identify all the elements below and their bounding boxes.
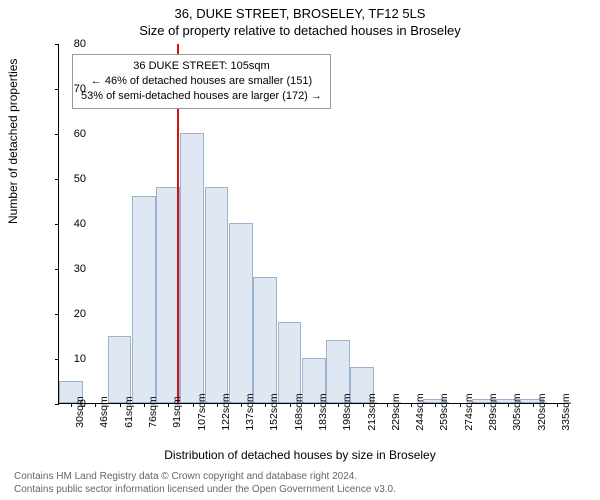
y-tick-mark	[55, 224, 59, 225]
histogram-bar	[180, 133, 204, 403]
y-tick-label: 80	[62, 38, 86, 50]
y-tick-mark	[55, 179, 59, 180]
x-tick-mark	[411, 403, 412, 407]
info-box-line-3: 53% of semi-detached houses are larger (…	[81, 89, 322, 104]
y-tick-label: 10	[62, 353, 86, 365]
footer-attribution: Contains HM Land Registry data © Crown c…	[14, 471, 396, 496]
chart-title-main: 36, DUKE STREET, BROSELEY, TF12 5LS	[0, 0, 600, 21]
x-tick-mark	[435, 403, 436, 407]
x-tick-label: 107sqm	[196, 393, 208, 430]
info-box-line-2: ← 46% of detached houses are smaller (15…	[81, 74, 322, 89]
x-tick-mark	[120, 403, 121, 407]
x-tick-mark	[95, 403, 96, 407]
y-tick-label: 50	[62, 173, 86, 185]
x-tick-label: 229sqm	[390, 393, 402, 430]
x-tick-mark	[484, 403, 485, 407]
y-tick-mark	[55, 134, 59, 135]
y-tick-label: 70	[62, 83, 86, 95]
footer-line-2: Contains public sector information licen…	[14, 484, 396, 497]
x-tick-label: 30sqm	[74, 396, 86, 428]
footer-line-1: Contains HM Land Registry data © Crown c…	[14, 471, 396, 484]
x-tick-label: 61sqm	[123, 396, 135, 428]
y-tick-mark	[55, 314, 59, 315]
y-tick-mark	[55, 269, 59, 270]
x-tick-label: 76sqm	[147, 396, 159, 428]
histogram-bar	[156, 187, 180, 403]
histogram-bar	[278, 322, 302, 403]
x-tick-label: 213sqm	[366, 393, 378, 430]
x-tick-mark	[217, 403, 218, 407]
y-tick-label: 30	[62, 263, 86, 275]
y-tick-label: 60	[62, 128, 86, 140]
x-tick-label: 244sqm	[414, 393, 426, 430]
x-tick-mark	[241, 403, 242, 407]
x-tick-mark	[460, 403, 461, 407]
y-tick-label: 40	[62, 218, 86, 230]
property-info-box: 36 DUKE STREET: 105sqm ← 46% of detached…	[72, 54, 331, 109]
x-tick-mark	[168, 403, 169, 407]
x-tick-label: 152sqm	[268, 393, 280, 430]
x-tick-mark	[314, 403, 315, 407]
x-tick-label: 137sqm	[244, 393, 256, 430]
x-tick-mark	[290, 403, 291, 407]
x-tick-label: 168sqm	[293, 393, 305, 430]
x-tick-label: 320sqm	[536, 393, 548, 430]
x-tick-mark	[338, 403, 339, 407]
chart-title-sub: Size of property relative to detached ho…	[0, 21, 600, 38]
y-tick-mark	[55, 89, 59, 90]
x-tick-label: 335sqm	[560, 393, 572, 430]
info-box-line-1: 36 DUKE STREET: 105sqm	[81, 59, 322, 74]
x-tick-label: 274sqm	[463, 393, 475, 430]
x-tick-mark	[265, 403, 266, 407]
x-tick-mark	[193, 403, 194, 407]
x-tick-mark	[144, 403, 145, 407]
x-tick-label: 46sqm	[98, 396, 110, 428]
x-tick-mark	[363, 403, 364, 407]
x-tick-mark	[533, 403, 534, 407]
histogram-bar	[253, 277, 277, 403]
y-tick-label: 20	[62, 308, 86, 320]
histogram-bar	[108, 336, 132, 404]
y-tick-mark	[55, 404, 59, 405]
histogram-bar	[229, 223, 253, 403]
x-tick-label: 91sqm	[171, 396, 183, 428]
x-tick-label: 198sqm	[341, 393, 353, 430]
histogram-bar	[132, 196, 156, 403]
x-tick-label: 259sqm	[438, 393, 450, 430]
x-tick-label: 289sqm	[487, 393, 499, 430]
y-axis-label: Number of detached properties	[6, 59, 20, 224]
x-tick-mark	[508, 403, 509, 407]
histogram-bar	[205, 187, 229, 403]
y-tick-mark	[55, 44, 59, 45]
x-axis-label: Distribution of detached houses by size …	[0, 448, 600, 462]
x-tick-mark	[557, 403, 558, 407]
x-tick-label: 183sqm	[317, 393, 329, 430]
x-tick-label: 305sqm	[511, 393, 523, 430]
y-tick-mark	[55, 359, 59, 360]
x-tick-mark	[387, 403, 388, 407]
x-tick-label: 122sqm	[220, 393, 232, 430]
